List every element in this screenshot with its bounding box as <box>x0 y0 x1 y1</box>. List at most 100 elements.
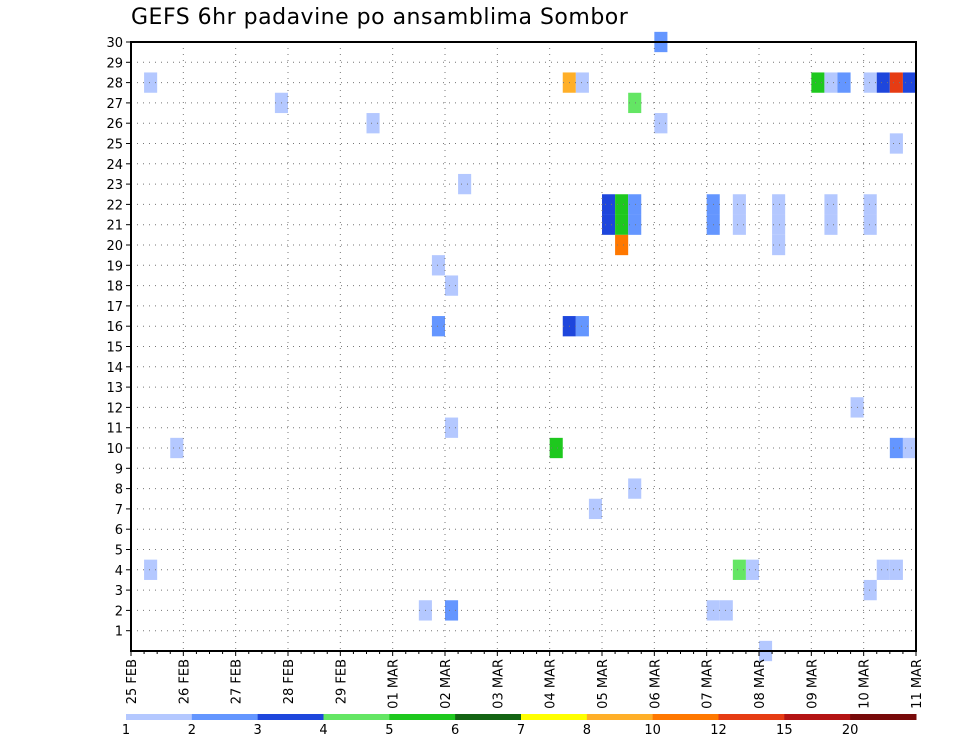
x-tick-label: 05 MAR <box>596 659 611 709</box>
precip-cell <box>811 72 825 93</box>
y-tick-label: 10 <box>106 442 123 457</box>
legend-label: 8 <box>583 723 591 738</box>
legend-layer: 1 2 3 4 5 6 7 8 10 12 15 20 <box>122 714 917 738</box>
precip-cell <box>824 194 838 215</box>
precip-cell <box>863 579 877 601</box>
y-tick-label: 11 <box>106 422 123 437</box>
precip-cell <box>863 194 877 215</box>
legend-label: 5 <box>385 723 393 738</box>
legend-swatch <box>323 714 390 720</box>
precip-cell <box>445 275 459 296</box>
y-tick-label: 16 <box>106 320 123 335</box>
y-tick-label: 7 <box>115 503 123 518</box>
precip-cell <box>889 72 903 93</box>
y-tick-label: 9 <box>115 462 123 477</box>
precip-cell <box>431 316 445 337</box>
y-tick-label: 15 <box>106 341 123 356</box>
precip-cell <box>719 600 733 621</box>
precip-cell <box>628 194 642 215</box>
precip-cell <box>445 417 459 438</box>
y-tick-label: 30 <box>106 36 123 51</box>
y-tick-label: 25 <box>106 138 123 153</box>
precip-cell <box>837 72 851 93</box>
y-tick-label: 4 <box>115 564 123 579</box>
precip-cell <box>170 437 184 459</box>
precip-cell <box>628 92 642 114</box>
x-tick-label: 06 MAR <box>648 659 663 709</box>
y-tick-label: 1 <box>115 625 123 640</box>
precip-cell <box>144 72 158 93</box>
legend-label: 2 <box>188 723 196 738</box>
legend-swatch <box>784 714 851 720</box>
y-tick-label: 24 <box>106 158 123 173</box>
precip-cell <box>889 133 903 154</box>
legend-swatch <box>389 714 456 720</box>
precip-cell <box>772 234 786 256</box>
y-tick-label: 2 <box>115 604 123 619</box>
y-tick-label: 19 <box>106 259 123 274</box>
x-tick-label: 29 FEB <box>334 659 349 704</box>
y-tick-label: 12 <box>106 401 123 416</box>
precip-cell <box>863 214 877 235</box>
chart-title: GEFS 6hr padavine po ansamblima Sombor <box>131 5 629 30</box>
precip-cell <box>863 72 877 93</box>
legend-swatch <box>191 714 259 720</box>
precip-cell <box>889 437 903 459</box>
precip-cell <box>732 214 746 235</box>
precip-cell <box>458 173 472 195</box>
precip-cell <box>902 437 916 459</box>
x-tick-label: 25 FEB <box>125 659 140 704</box>
y-tick-label: 27 <box>106 97 123 112</box>
legend-swatch <box>455 714 522 720</box>
precip-cell <box>575 72 589 93</box>
precip-cell <box>549 437 563 459</box>
x-tick-label: 27 FEB <box>230 659 245 704</box>
legend-swatch <box>718 714 785 720</box>
y-tick-label: 6 <box>115 523 123 538</box>
precip-cell <box>824 72 838 93</box>
cells-layer <box>144 31 916 662</box>
legend-swatch <box>521 714 588 720</box>
legend-label: 20 <box>842 723 859 738</box>
legend-label: 10 <box>644 723 661 738</box>
x-tick-label: 03 MAR <box>491 659 506 709</box>
precip-cell <box>615 234 629 256</box>
precip-cell <box>902 72 916 93</box>
y-tick-label: 5 <box>115 544 123 559</box>
legend-swatch <box>652 714 719 720</box>
precip-cell <box>445 600 459 621</box>
legend-label: 1 <box>122 723 130 738</box>
x-tick-label: 11 MAR <box>910 659 925 709</box>
precip-cell <box>602 194 616 215</box>
y-tick-label: 14 <box>106 361 123 376</box>
x-tick-label: 28 FEB <box>282 659 297 704</box>
x-tick-label: 02 MAR <box>439 659 454 709</box>
x-tick-label: 26 FEB <box>177 659 192 704</box>
x-tick-label: 08 MAR <box>753 659 768 709</box>
axis-layer: 1234567891011121314151617181920212223242… <box>106 36 925 709</box>
legend-swatch <box>586 714 654 720</box>
precip-cell <box>366 113 380 134</box>
y-tick-label: 28 <box>106 77 123 92</box>
precip-cell <box>876 72 890 93</box>
precip-cell <box>772 214 786 235</box>
y-tick-label: 29 <box>106 56 123 71</box>
y-tick-label: 3 <box>115 584 123 599</box>
y-tick-label: 18 <box>106 280 123 295</box>
precip-cell <box>575 316 589 337</box>
y-tick-label: 13 <box>106 381 123 396</box>
grid-layer <box>131 41 916 651</box>
legend-label: 3 <box>254 723 262 738</box>
legend-label: 6 <box>451 723 459 738</box>
precip-cell <box>772 194 786 215</box>
precip-cell <box>889 559 903 580</box>
y-tick-label: 26 <box>106 117 123 132</box>
legend-label: 12 <box>710 723 727 738</box>
precip-cell <box>628 214 642 235</box>
y-tick-label: 17 <box>106 300 123 315</box>
precip-cell <box>144 559 158 580</box>
precip-cell <box>615 214 629 235</box>
precip-cell <box>745 559 759 580</box>
precip-cell <box>732 194 746 215</box>
